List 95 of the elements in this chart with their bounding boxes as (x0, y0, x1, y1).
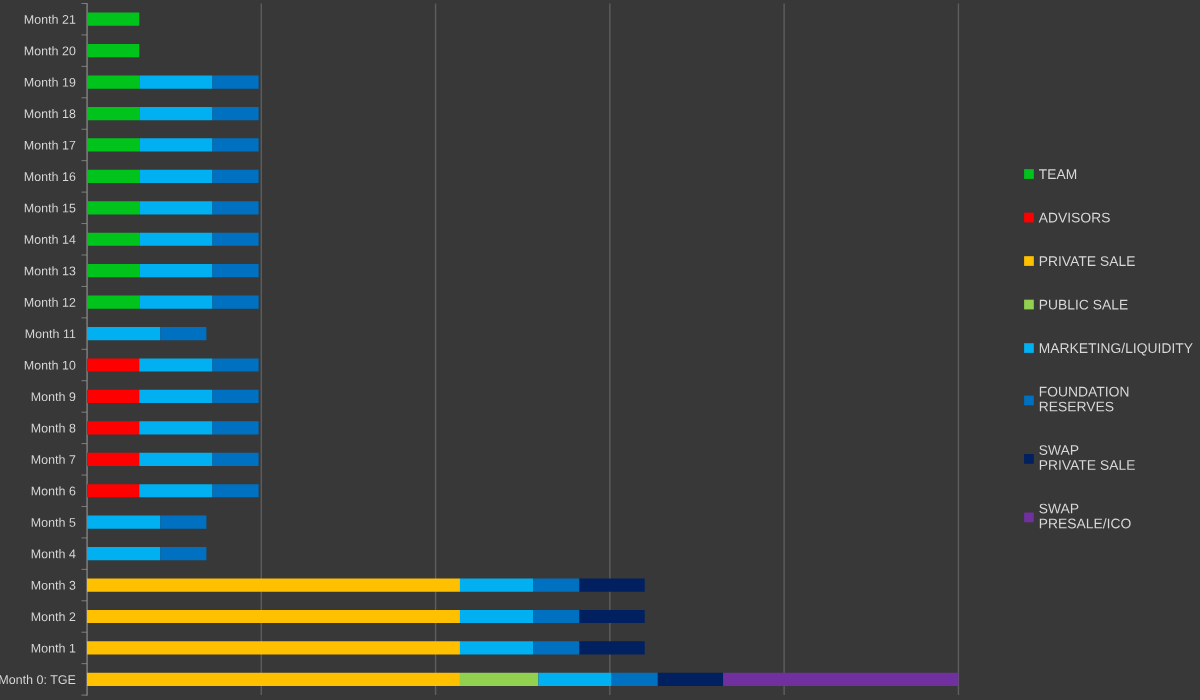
bar (139, 452, 213, 466)
y-tick-label: Month 14 (24, 234, 76, 244)
bar (87, 484, 140, 498)
bar (87, 201, 140, 215)
y-tick-label: Month 15 (24, 203, 76, 213)
y-tick-label: Month 5 (31, 517, 76, 527)
legend-label: TEAM (1039, 169, 1077, 179)
bar (87, 75, 140, 89)
bar (212, 452, 259, 466)
bar (87, 641, 460, 655)
y-tick-label: Month 8 (31, 423, 76, 433)
bar (579, 641, 645, 655)
bar (87, 515, 161, 529)
bar (459, 672, 539, 686)
bar (87, 326, 161, 341)
bar (160, 515, 207, 529)
bar (87, 609, 460, 624)
bar (459, 609, 534, 624)
legend-label: PRIVATE SALE (1039, 256, 1135, 267)
y-tick-label: Month 21 (24, 14, 76, 24)
bar (212, 358, 259, 372)
y-tick-label: Month 16 (24, 171, 76, 182)
legend-label: SWAP PRESALE/ICO (1039, 503, 1131, 529)
bar (212, 201, 259, 215)
bar (459, 578, 534, 592)
y-tick-label: Month 12 (24, 297, 76, 307)
bar (87, 421, 140, 435)
y-tick-label: Month 9 (31, 391, 76, 402)
bar (87, 106, 140, 121)
bar (212, 264, 259, 278)
bar (139, 295, 213, 309)
bar (87, 358, 140, 372)
y-tick-label: Month 17 (24, 140, 76, 150)
bar (212, 232, 259, 246)
bar (160, 547, 207, 561)
bar (139, 484, 213, 498)
y-tick-label: Month 0: TGE (0, 674, 76, 685)
y-tick-label: Month 19 (24, 77, 76, 87)
bar (212, 138, 259, 152)
bar (87, 389, 140, 404)
bar (723, 672, 959, 686)
bar (212, 295, 259, 309)
y-tick-label: Month 6 (31, 486, 76, 496)
bar (87, 169, 140, 183)
bar (87, 547, 161, 561)
bar (87, 12, 140, 26)
bar (212, 106, 259, 121)
bar (459, 641, 534, 655)
bar (139, 138, 213, 152)
bar (139, 389, 213, 404)
bar (533, 609, 580, 624)
bar (139, 106, 213, 121)
bar (139, 421, 213, 435)
bar (139, 232, 213, 246)
legend-label: MARKETING/LIQUIDITY (1039, 342, 1193, 356)
y-tick-label: Month 11 (25, 329, 76, 339)
bar (611, 672, 658, 686)
bar (657, 672, 724, 686)
legend-label: ADVISORS (1038, 212, 1110, 223)
legend-label: PUBLIC SALE (1039, 299, 1128, 310)
y-tick-label: Month 4 (31, 549, 76, 559)
bar (139, 358, 213, 372)
bar (87, 44, 140, 58)
bar (87, 264, 140, 278)
bar (212, 389, 259, 404)
y-tick-label: Month 20 (24, 46, 76, 56)
bar (538, 672, 612, 686)
bar (212, 484, 259, 498)
legend-label: SWAP PRIVATE SALE (1039, 445, 1135, 470)
y-tick-label: Month 1 (31, 643, 76, 653)
y-tick-label: Month 3 (31, 580, 76, 590)
y-tick-label: Month 7 (31, 454, 76, 464)
bar (87, 672, 460, 686)
bar (212, 421, 259, 435)
bar (139, 201, 213, 215)
y-tick-label: Month 18 (24, 109, 76, 119)
bar (139, 169, 213, 183)
bar (87, 138, 140, 152)
bar (160, 326, 207, 341)
bar (139, 75, 213, 89)
bar (579, 609, 645, 624)
y-tick-label: Month 10 (24, 360, 76, 370)
bar (87, 295, 140, 309)
bar (579, 578, 645, 592)
bar (139, 264, 213, 278)
y-tick-label: Month 2 (31, 611, 76, 622)
bar (533, 578, 580, 592)
bar (87, 232, 140, 246)
bar (212, 75, 259, 89)
legend-label: FOUNDATION RESERVES (1039, 386, 1129, 412)
bar (87, 452, 140, 466)
y-tick-label: Month 13 (24, 266, 76, 276)
bar (533, 641, 580, 655)
bar (87, 578, 460, 592)
bar (212, 169, 259, 183)
